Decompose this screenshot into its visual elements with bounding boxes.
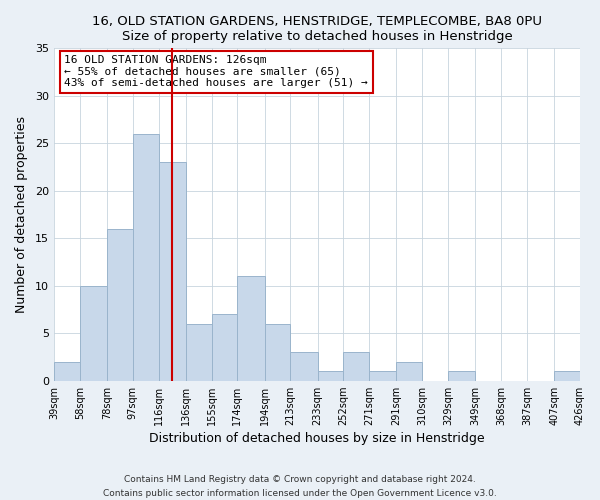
- Bar: [54, 362, 80, 380]
- Bar: [186, 324, 212, 380]
- Bar: [107, 229, 133, 380]
- Bar: [343, 352, 370, 380]
- Text: 16 OLD STATION GARDENS: 126sqm
← 55% of detached houses are smaller (65)
43% of : 16 OLD STATION GARDENS: 126sqm ← 55% of …: [64, 55, 368, 88]
- Bar: [238, 276, 265, 380]
- Text: Contains HM Land Registry data © Crown copyright and database right 2024.
Contai: Contains HM Land Registry data © Crown c…: [103, 476, 497, 498]
- Bar: [212, 314, 238, 380]
- Y-axis label: Number of detached properties: Number of detached properties: [15, 116, 28, 313]
- Bar: [158, 162, 186, 380]
- Bar: [80, 286, 107, 380]
- Bar: [448, 371, 475, 380]
- Bar: [317, 371, 343, 380]
- Bar: [133, 134, 158, 380]
- Bar: [370, 371, 397, 380]
- Bar: [397, 362, 422, 380]
- Title: 16, OLD STATION GARDENS, HENSTRIDGE, TEMPLECOMBE, BA8 0PU
Size of property relat: 16, OLD STATION GARDENS, HENSTRIDGE, TEM…: [92, 15, 542, 43]
- Bar: [265, 324, 290, 380]
- Bar: [554, 371, 580, 380]
- X-axis label: Distribution of detached houses by size in Henstridge: Distribution of detached houses by size …: [149, 432, 485, 445]
- Bar: [290, 352, 317, 380]
